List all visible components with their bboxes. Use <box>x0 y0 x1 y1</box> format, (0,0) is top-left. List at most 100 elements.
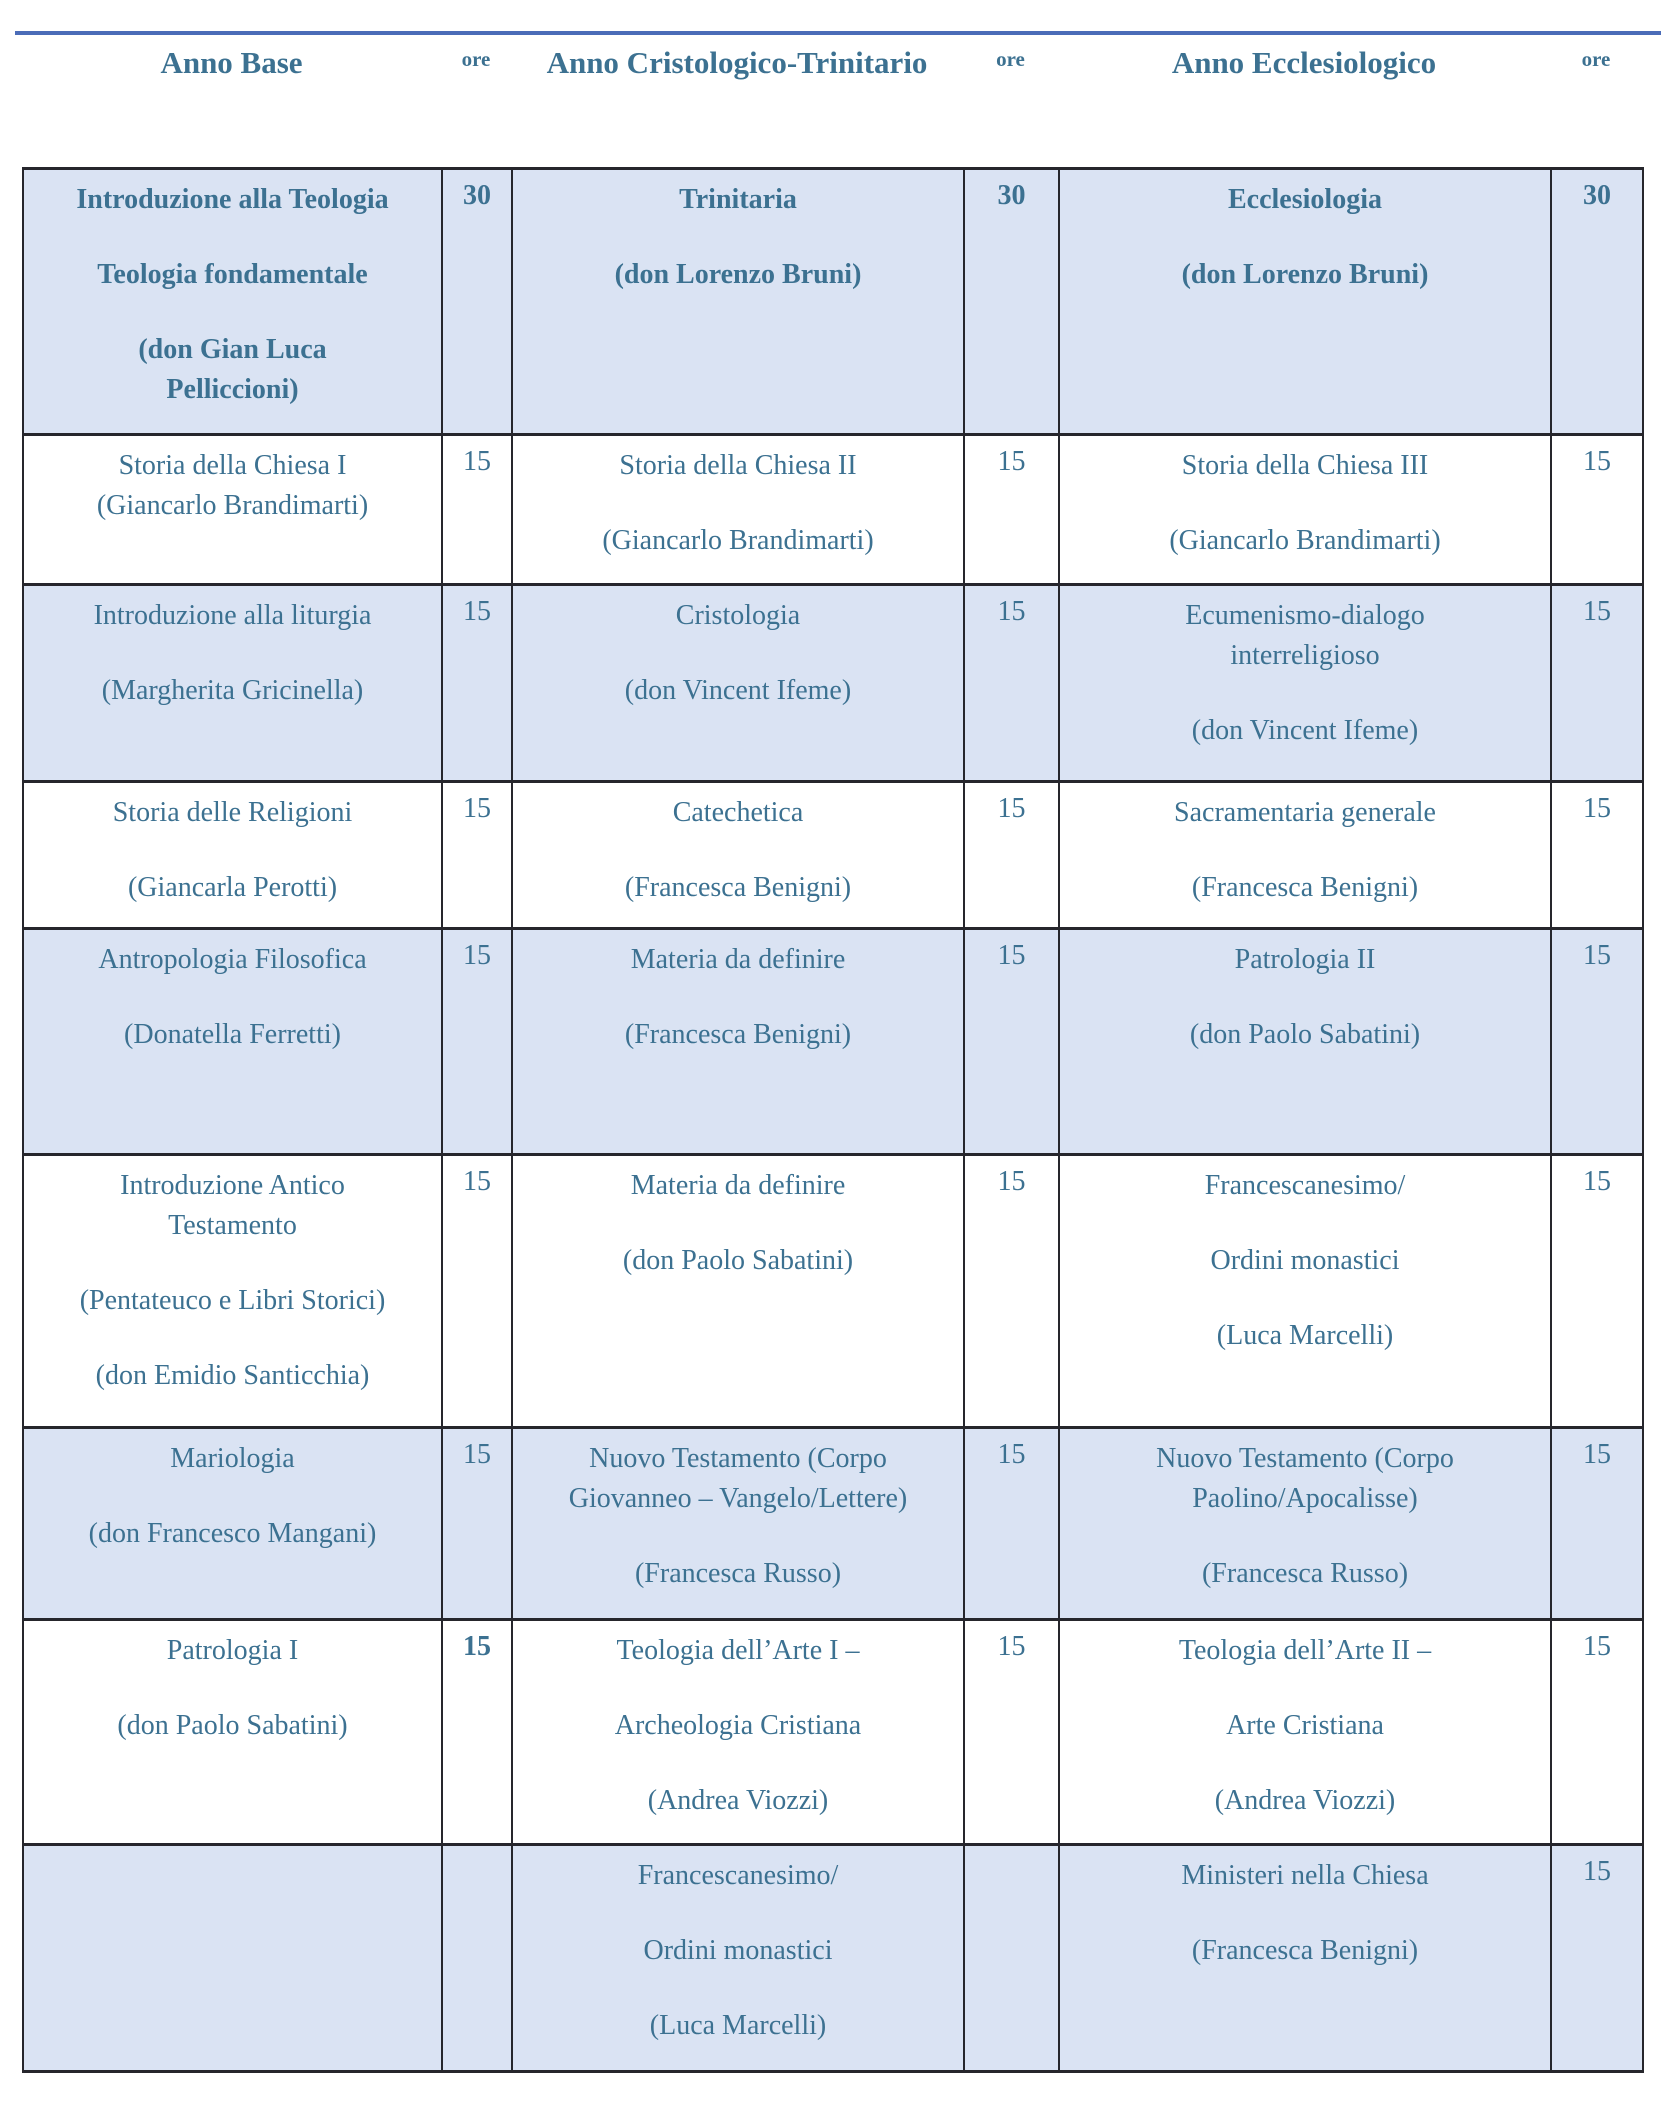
subject-line: Storia della Chiesa II <box>619 450 857 481</box>
subject-cell: Materia da definire (Francesca Benigni) <box>511 927 965 1156</box>
subject-line: (Francesca Benigni) <box>1191 872 1419 903</box>
subject-line: (don Lorenzo Bruni) <box>614 259 862 290</box>
table-header: Anno Base ore Anno Cristologico-Trinitar… <box>22 39 1642 86</box>
ore-value: 30 <box>1550 167 1644 436</box>
subject-cell: Storia della Chiesa I (Giancarlo Brandima… <box>22 433 443 586</box>
subject-line: Teologia dell’Arte II – <box>1178 1635 1432 1666</box>
ore-value <box>963 1843 1060 2073</box>
course-row: Storia delle Religioni (Giancarla Perotti… <box>22 780 1644 930</box>
subject-line: (Luca Marcelli) <box>1216 1320 1394 1351</box>
subject-line: (don Paolo Sabatini) <box>1189 1019 1421 1050</box>
ore-value <box>441 1843 513 2073</box>
header-anno-cristologico-trinitario: Anno Cristologico-Trinitario <box>546 45 928 80</box>
header-ore-base: ore <box>461 47 491 71</box>
ore-value: 15 <box>1550 1153 1644 1429</box>
subject-line: (don Emidio Santicchia) <box>95 1360 370 1391</box>
subject-line: (Andrea Viozzi) <box>647 1785 829 1816</box>
subject-cell: Sacramentaria generale (Francesca Benigni… <box>1058 780 1552 930</box>
subject-cell: Ministeri nella Chiesa (Francesca Benigni… <box>1058 1843 1552 2073</box>
ore-value: 15 <box>1550 1843 1644 2073</box>
subject-line: (Francesca Russo) <box>1201 1558 1409 1589</box>
subject-cell: Introduzione Antico Testamento (Pentateuco… <box>22 1153 443 1429</box>
subject-line: Arte Cristiana <box>1226 1710 1384 1741</box>
ore-value: 15 <box>441 583 513 783</box>
ore-value: 15 <box>1550 1618 1644 1846</box>
ore-value: 15 <box>1550 583 1644 783</box>
subject-cell: Teologia dell’Arte II – Arte Cristiana (An… <box>1058 1618 1552 1846</box>
subject-line: Patrologia I <box>166 1635 299 1666</box>
header-anno-base: Anno Base <box>160 45 303 80</box>
subject-cell: Nuovo Testamento (Corpo Giovanneo – Vange… <box>511 1426 965 1621</box>
subject-line: Francescanesimo/ <box>637 1860 839 1891</box>
subject-line: Ordini monastici <box>1210 1245 1400 1276</box>
subject-line: (don Paolo Sabatini) <box>622 1245 854 1276</box>
subject-line: Introduzione alla Teologia <box>76 184 389 215</box>
ore-value: 15 <box>963 433 1060 586</box>
subject-line: (don Francesco Mangani) <box>88 1518 377 1549</box>
subject-line: (don Vincent Ifeme) <box>1191 715 1419 746</box>
course-row: Francescanesimo/Ordini monastici (Luca Ma… <box>22 1843 1644 2073</box>
subject-cell: Trinitaria (don Lorenzo Bruni) <box>511 167 965 436</box>
subject-cell: Ecclesiologia (don Lorenzo Bruni) <box>1058 167 1552 436</box>
subject-line: (Francesca Benigni) <box>624 1019 852 1050</box>
subject-line: Materia da definire <box>630 1170 846 1201</box>
course-table-body: Introduzione alla Teologia Teologia fonda… <box>22 167 1644 2073</box>
subject-line: Teologia dell’Arte I – <box>616 1635 860 1666</box>
subject-line: (Giancarlo Brandimarti) <box>602 525 874 556</box>
subject-cell: Storia delle Religioni (Giancarla Perotti… <box>22 780 443 930</box>
subject-line: (don Vincent Ifeme) <box>624 675 852 706</box>
subject-line: Nuovo Testamento (Corpo Giovanneo – Vange… <box>568 1443 908 1514</box>
subject-cell: Patrologia I (don Paolo Sabatini) <box>22 1618 443 1846</box>
subject-line: Storia della Chiesa I (Giancarlo Brandima… <box>96 450 369 521</box>
subject-cell: Teologia dell’Arte I – Archeologia Cristi… <box>511 1618 965 1846</box>
ore-value: 15 <box>441 433 513 586</box>
ore-value: 15 <box>441 780 513 930</box>
subject-line: (Andrea Viozzi) <box>1214 1785 1396 1816</box>
ore-value: 15 <box>1550 780 1644 930</box>
subject-cell: Francescanesimo/Ordini monastici (Luca Ma… <box>511 1843 965 2073</box>
subject-cell: Nuovo Testamento (Corpo Paolino/Apocaliss… <box>1058 1426 1552 1621</box>
subject-cell: Ecumenismo-dialogo interreligioso (don Vin… <box>1058 583 1552 783</box>
subject-line: Ecclesiologia <box>1228 184 1382 215</box>
subject-line: (Francesca Benigni) <box>624 872 852 903</box>
subject-line: Ministeri nella Chiesa <box>1181 1860 1429 1891</box>
subject-cell: Patrologia II (don Paolo Sabatini) <box>1058 927 1552 1156</box>
subject-cell: Catechetica (Francesca Benigni) <box>511 780 965 930</box>
subject-cell: Mariologia (don Francesco Mangani) <box>22 1426 443 1621</box>
subject-line: Francescanesimo/ <box>1204 1170 1406 1201</box>
ore-value: 15 <box>1550 433 1644 586</box>
subject-line: Patrologia II <box>1234 944 1376 975</box>
subject-cell <box>22 1843 443 2073</box>
subject-cell: Introduzione alla liturgia (Margherita Gr… <box>22 583 443 783</box>
ore-value: 15 <box>963 1618 1060 1846</box>
subject-line: Antropologia Filosofica <box>98 944 367 975</box>
course-row: Introduzione alla Teologia Teologia fonda… <box>22 167 1644 436</box>
subject-line: Mariologia <box>170 1443 295 1474</box>
subject-line: (Pentateuco e Libri Storici) <box>79 1285 386 1316</box>
subject-line: Archeologia Cristiana <box>614 1710 862 1741</box>
ore-value: 30 <box>963 167 1060 436</box>
ore-value: 30 <box>441 167 513 436</box>
ore-value: 15 <box>1550 927 1644 1156</box>
ore-value: 15 <box>963 780 1060 930</box>
course-schedule-table: Introduzione alla Teologia Teologia fonda… <box>22 167 1644 2073</box>
subject-line: Sacramentaria generale <box>1174 797 1436 828</box>
subject-line: Cristologia <box>675 600 801 631</box>
subject-line: (Francesca Russo) <box>634 1558 842 1589</box>
subject-cell: Antropologia Filosofica (Donatella Ferret… <box>22 927 443 1156</box>
ore-value: 15 <box>963 1153 1060 1429</box>
ore-value: 15 <box>441 1426 513 1621</box>
subject-line: Catechetica <box>672 797 804 828</box>
subject-line: Trinitaria <box>679 184 797 215</box>
course-row: Storia della Chiesa I (Giancarlo Brandima… <box>22 433 1644 586</box>
ore-value: 15 <box>963 1426 1060 1621</box>
subject-cell: Cristologia (don Vincent Ifeme) <box>511 583 965 783</box>
subject-line: (Donatella Ferretti) <box>124 1019 341 1050</box>
subject-line: Storia delle Religioni <box>112 797 353 828</box>
ore-value: 15 <box>1550 1426 1644 1621</box>
subject-line: Storia della Chiesa III <box>1181 450 1429 481</box>
subject-line: (Francesca Benigni) <box>1191 1935 1419 1966</box>
course-row: Mariologia (don Francesco Mangani) 15 Nuovo… <box>22 1426 1644 1621</box>
course-row: Introduzione alla liturgia (Margherita Gr… <box>22 583 1644 783</box>
course-row: Antropologia Filosofica (Donatella Ferret… <box>22 927 1644 1156</box>
